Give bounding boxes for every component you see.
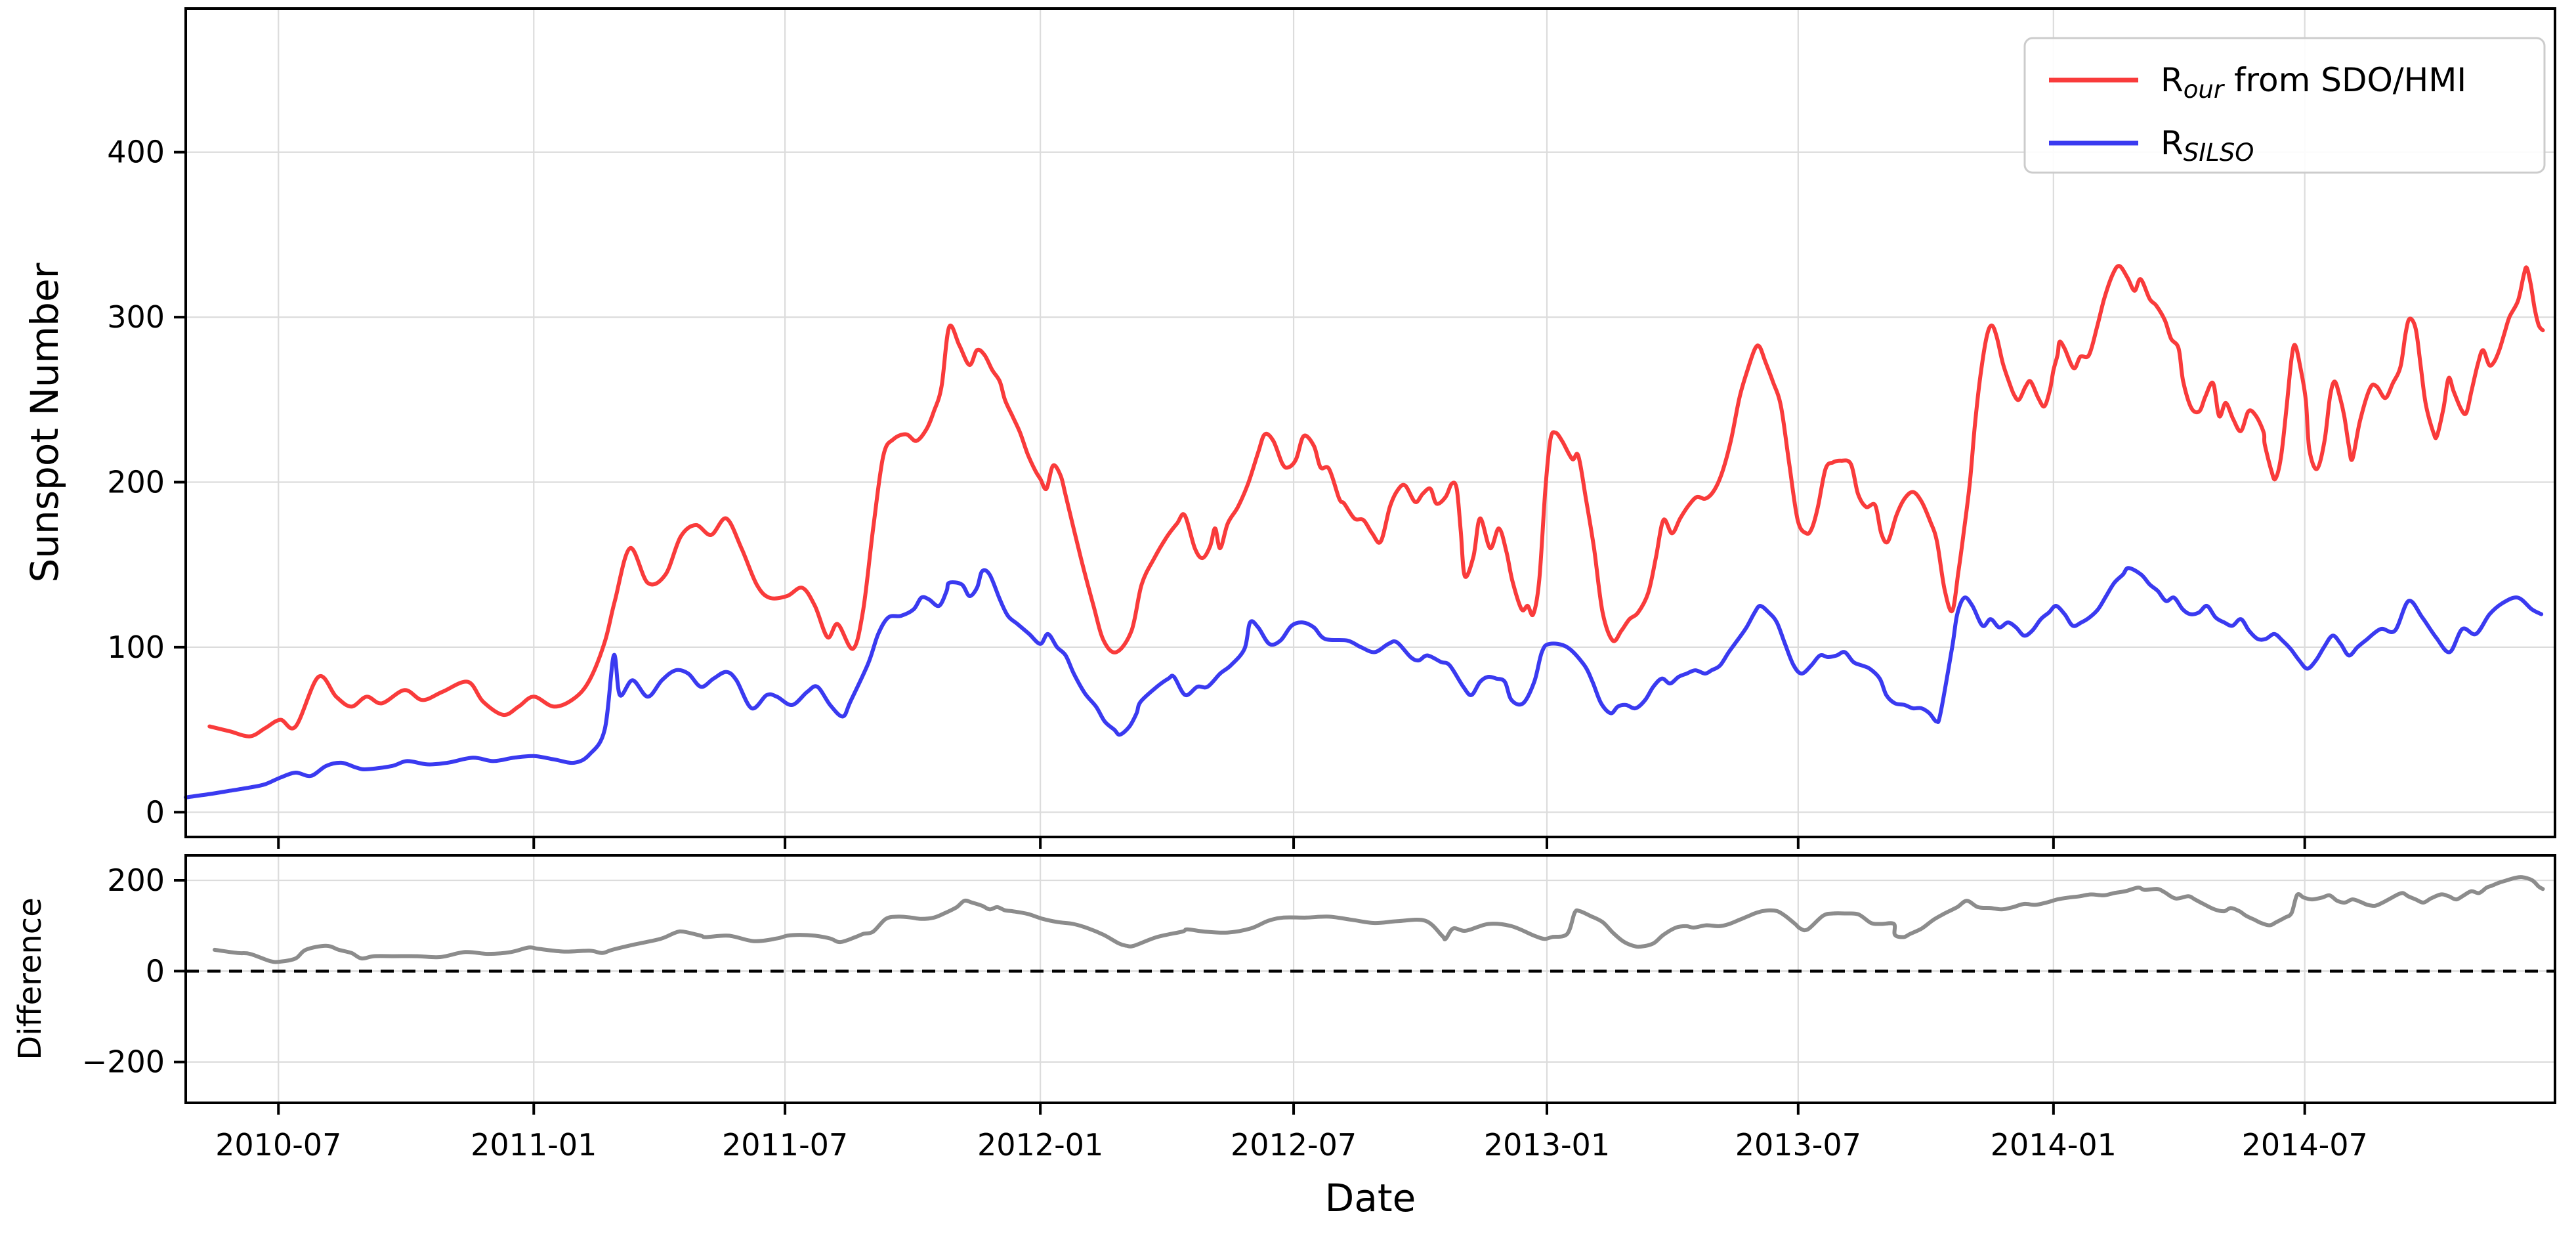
y-tick-label: 100: [107, 630, 165, 665]
x-tick-label: 2011-01: [471, 1127, 597, 1163]
x-tick-label: 2013-07: [1735, 1127, 1861, 1163]
y-tick-label: 300: [107, 299, 165, 335]
legend-label-r_silso: RSILSO: [2161, 124, 2254, 167]
x-tick-label: 2011-07: [722, 1127, 848, 1163]
y-tick-label: 0: [146, 953, 165, 989]
panel-difference: −200 0 200 2010-07 2011-01 2011-07 2012-01 2012…: [82, 854, 2556, 1163]
x-tick-label: 2014-01: [1991, 1127, 2117, 1163]
legend-label-r_our: Rour from SDO/HMI: [2161, 61, 2466, 104]
x-tick-label: 2012-07: [1231, 1127, 1357, 1163]
y-tick-label: −200: [82, 1044, 165, 1080]
x-tick-label: 2010-07: [215, 1127, 341, 1163]
y-tick-label: 200: [107, 863, 165, 898]
x-tick-label: 2012-01: [977, 1127, 1103, 1163]
series-line-r_silso: [184, 566, 2544, 800]
panel-spines: [184, 7, 2556, 838]
series-line-difference: [213, 875, 2545, 964]
y-tick-label: 400: [107, 135, 165, 170]
x-axis-label: Date: [1325, 1176, 1416, 1220]
legend-box: [2023, 37, 2546, 174]
x-tick-label: 2014-07: [2242, 1127, 2368, 1163]
y-tick-label: 200: [107, 465, 165, 500]
y-tick-label: 0: [146, 794, 165, 830]
diff-y-axis-label: Difference: [12, 897, 49, 1060]
legend: Rour from SDO/HMI RSILSO: [2023, 37, 2546, 174]
panel-spines: [184, 854, 2556, 1104]
x-tick-label: 2013-01: [1484, 1127, 1610, 1163]
series-line-r_our: [207, 264, 2545, 739]
main-y-axis-label: Sunspot Number: [22, 263, 67, 582]
